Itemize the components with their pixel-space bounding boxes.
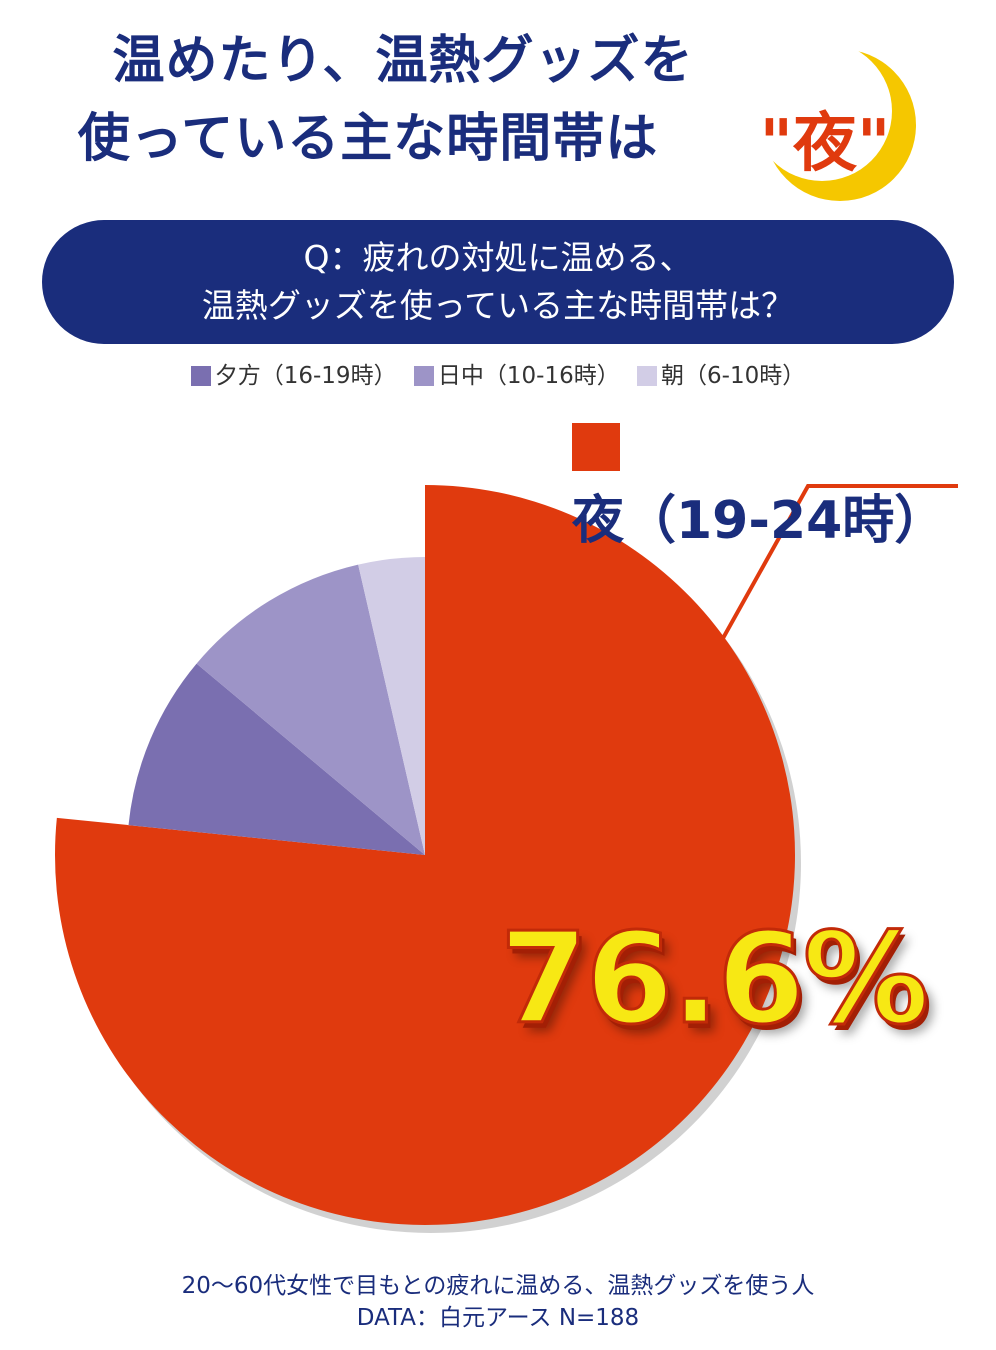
- pie-slice-morning: [358, 557, 425, 855]
- question-line-2: 温熱グッズを使っている主な時間帯は？: [201, 286, 795, 325]
- night-callout-leader-line: [720, 484, 958, 641]
- legend-item-morning: 朝（6-10時）: [637, 356, 805, 390]
- question-line-1: Q：疲れの対処に温める、: [303, 238, 693, 277]
- legend-swatch-daytime: [413, 366, 434, 386]
- title-line-2: 使っている主な時間帯は: [77, 109, 659, 169]
- legend-swatch-morning: [637, 366, 658, 386]
- pie-slice-evening: [128, 663, 426, 855]
- night-callout-text: 夜（19-24時）: [572, 491, 947, 551]
- title-line-1: 温めたり、温熱グッズを: [112, 31, 694, 91]
- legend-item-daytime: 日中（10-16時）: [413, 356, 620, 390]
- night-percentage-label: 76.6%: [498, 904, 930, 1054]
- legend-label-evening: 夕方（16-19時）: [214, 363, 397, 389]
- legend: 夕方（16-19時） 日中（10-16時） 朝（6-10時）: [0, 356, 996, 390]
- pie-slice-daytime: [196, 564, 425, 855]
- crescent-moon-icon: [764, 49, 916, 201]
- night-callout-label: 夜（19-24時）: [572, 418, 996, 553]
- title-highlight-night: "夜": [759, 107, 891, 181]
- legend-label-morning: 朝（6-10時）: [661, 363, 806, 389]
- footnote-respondents: 20～60代女性で目もとの疲れに温める、温熱グッズを使う人: [181, 1273, 815, 1299]
- legend-item-evening: 夕方（16-19時）: [190, 356, 397, 390]
- legend-label-daytime: 日中（10-16時）: [437, 363, 620, 389]
- night-callout-swatch: [572, 423, 620, 471]
- footnote-data-source: DATA：白元アース N=188: [356, 1305, 640, 1331]
- question-banner: Q：疲れの対処に温める、 温熱グッズを使っている主な時間帯は？: [42, 220, 954, 344]
- legend-swatch-evening: [190, 366, 211, 386]
